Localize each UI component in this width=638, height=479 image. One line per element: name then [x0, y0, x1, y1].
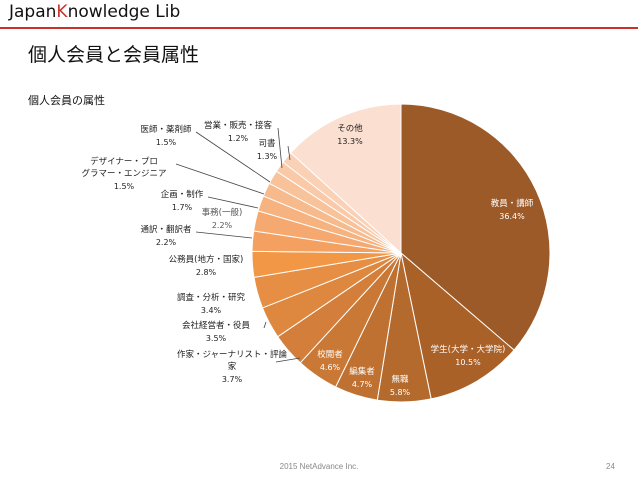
pie-slices: [251, 103, 551, 403]
chart-title: 個人会員の属性: [28, 94, 105, 107]
pie-slice-2-label: 学生(大学・大学院): [431, 344, 506, 355]
pie-slice-1-label: 教員・講師: [491, 198, 534, 209]
pie-slice-2-value: 10.5%: [455, 358, 481, 367]
slice-labels: 教員・講師 36.4% 学生(大学・大学院) 10.5% 無職 5.8% 編集者 4.7% 校閲…: [81, 120, 533, 397]
pie-slice-10-value: 2.2%: [156, 238, 177, 247]
pie-slice-12-label: 企画・制作: [161, 189, 204, 200]
pie-slice-10-leader: [195, 231, 253, 239]
pie-slice-14-value: 1.5%: [156, 138, 177, 147]
logo-nowledge: nowledge: [67, 2, 150, 22]
pie-slice-13-leader: [175, 163, 265, 195]
pie-slice-13-value: 1.5%: [114, 182, 135, 191]
pie-slice-6-leader: [275, 357, 301, 363]
pie-slice-16-label: 司書: [258, 138, 276, 149]
pie-slice-7-leader: [263, 321, 267, 329]
pie-slice-7-label: 会社経営者・役員: [182, 320, 251, 331]
pie-slice-14-leader: [195, 131, 271, 183]
pie-slice-4-label: 編集者: [349, 366, 375, 377]
pie-slice-12-value: 1.7%: [172, 203, 193, 212]
pie-slice-1-value: 36.4%: [499, 212, 525, 221]
pie-slice-17-label: その他: [337, 123, 363, 134]
pie-slice-17: [290, 103, 402, 255]
pie-slice-8-label: 調査・分析・研究: [177, 292, 246, 303]
pie-slice-11-label: 事務(一般): [202, 207, 243, 218]
pie-slice-6-value: 3.7%: [222, 375, 243, 384]
logo-japan: Japan: [9, 2, 57, 22]
header-divider: [0, 27, 638, 29]
pie-slice-15-leader: [277, 127, 283, 169]
pie-slice-15-label: 営業・販売・接客: [204, 120, 273, 131]
page-number: 24: [606, 462, 615, 471]
pie-slice-10-label: 通訳・翻訳者: [140, 224, 192, 235]
pie-slice-9-value: 2.8%: [196, 268, 217, 277]
footer-copyright: 2015 NetAdvance Inc.: [279, 462, 359, 471]
pie-slice-11-value: 2.2%: [212, 221, 233, 230]
pie-slice-2: [400, 251, 515, 400]
pie-slice-1: [400, 103, 551, 351]
pie-slice-12-leader: [207, 196, 259, 209]
pie-slice-8-value: 3.4%: [201, 306, 222, 315]
pie-slice-5-label: 校閲者: [317, 349, 343, 360]
logo-lib: Lib: [149, 2, 181, 22]
logo: JapanKnowledge Lib: [9, 2, 180, 22]
pie-slice-6-label: 作家・ジャーナリスト・評論家: [177, 349, 288, 372]
leader-lines: [175, 127, 301, 363]
pie-slice-3-label: 無職: [391, 374, 409, 385]
pie-slice-13-label: デザイナー・プログラマー・エンジニア: [81, 156, 166, 179]
logo-k: K: [56, 2, 68, 22]
pie-slice-9-label: 公務員(地方・国家): [169, 254, 244, 265]
pie-slice-17-value: 13.3%: [337, 137, 363, 146]
pie-slice-16-leader: [287, 145, 291, 161]
pie-slice-3-value: 5.8%: [390, 388, 411, 397]
pie-slice-14-label: 医師・薬剤師: [140, 124, 192, 135]
pie-slice-15-value: 1.2%: [228, 134, 249, 143]
pie-slice-5-value: 4.6%: [320, 363, 341, 372]
pie-slice-16-value: 1.3%: [257, 152, 278, 161]
pie-slice-4-value: 4.7%: [352, 380, 373, 389]
page-title: 個人会員と会員属性: [28, 44, 200, 66]
pie-slice-7-value: 3.5%: [206, 334, 227, 343]
